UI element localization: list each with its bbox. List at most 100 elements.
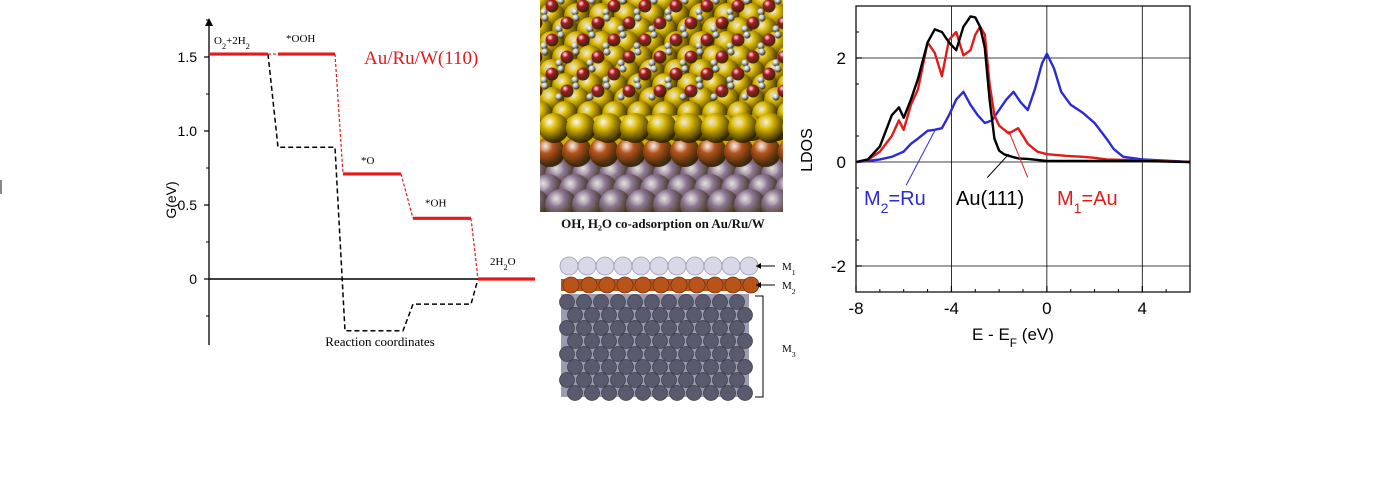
m2-atom bbox=[688, 276, 706, 294]
m3-atom bbox=[635, 307, 651, 323]
h-atom bbox=[664, 8, 672, 16]
h-atom bbox=[602, 42, 610, 50]
h-atom bbox=[602, 8, 610, 16]
m3-atom bbox=[618, 359, 634, 375]
m2-atom bbox=[706, 276, 724, 294]
au-atom bbox=[502, 0, 528, 15]
free-energy-diagram: 1.5 1.0 0.5 0 G(eV) O2+2H2 *OOH *O *OH 2H2O Au/Ru/… bbox=[163, 18, 535, 349]
o-atom bbox=[545, 67, 559, 81]
m3-atom bbox=[610, 320, 626, 336]
au-front-atom bbox=[566, 113, 596, 143]
h-atom bbox=[524, 59, 531, 66]
o-atom bbox=[777, 50, 783, 64]
au-atom bbox=[514, 115, 540, 141]
o-atom bbox=[669, 0, 683, 13]
m3-atom bbox=[661, 320, 677, 336]
h-atom bbox=[555, 93, 563, 101]
au-atom bbox=[514, 59, 540, 85]
m3-atom bbox=[567, 385, 583, 401]
x-axis-label: Reaction coordinates bbox=[325, 334, 434, 349]
h-atom bbox=[774, 65, 782, 73]
w-atom bbox=[788, 189, 820, 221]
m3-atom bbox=[686, 333, 702, 349]
m3-atom bbox=[559, 294, 575, 310]
h-atom bbox=[617, 93, 625, 101]
h-atom bbox=[789, 14, 796, 21]
m3-atom bbox=[576, 372, 592, 388]
y-axis-label: LDOS bbox=[799, 128, 816, 172]
m3-atom bbox=[652, 307, 668, 323]
m3-atom bbox=[661, 346, 677, 362]
h-atom bbox=[743, 31, 751, 39]
h-atom bbox=[586, 93, 594, 101]
o-atom bbox=[607, 33, 621, 47]
m2-atom bbox=[598, 276, 616, 294]
m1-atom bbox=[595, 256, 615, 276]
o-atom bbox=[731, 0, 745, 13]
h-atom bbox=[696, 48, 704, 56]
m1-atom bbox=[667, 256, 687, 276]
ru-leader bbox=[905, 130, 936, 186]
o-atom bbox=[669, 67, 683, 81]
o-atom bbox=[515, 0, 528, 13]
au-atom bbox=[789, 87, 815, 113]
y-axis-arrow bbox=[205, 18, 213, 26]
m3-atom bbox=[661, 294, 677, 310]
y-tick-label: 1.0 bbox=[178, 123, 198, 139]
m1-atom bbox=[703, 256, 723, 276]
o-atom bbox=[560, 50, 574, 64]
h-atom bbox=[586, 59, 594, 67]
au-front-atom bbox=[728, 113, 758, 143]
layer-structure-image: M1 M2 M3 bbox=[559, 256, 796, 401]
o-atom bbox=[515, 68, 528, 81]
w-atom bbox=[505, 174, 537, 206]
m3-atom bbox=[576, 294, 592, 310]
h-atom bbox=[571, 76, 579, 84]
m3-atom bbox=[737, 385, 753, 401]
o-atom bbox=[731, 67, 745, 81]
ru-atom bbox=[697, 137, 727, 167]
ru-atom bbox=[751, 137, 781, 167]
m3-atom bbox=[610, 294, 626, 310]
m3-atom bbox=[559, 346, 575, 362]
m3-atom bbox=[729, 294, 745, 310]
m3-atom bbox=[635, 385, 651, 401]
m3-atom bbox=[720, 333, 736, 349]
layer-label-m1: M1 bbox=[782, 261, 796, 277]
h-atom bbox=[650, 31, 658, 39]
x-tick-label: 4 bbox=[1138, 299, 1147, 318]
state-label: *OH bbox=[425, 197, 446, 209]
m3-atom bbox=[601, 307, 617, 323]
h-atom bbox=[774, 31, 782, 39]
h-atom bbox=[789, 48, 796, 55]
m3-atom bbox=[737, 359, 753, 375]
h-atom bbox=[572, 14, 580, 22]
o-atom bbox=[762, 33, 776, 47]
adsorption-slab-image bbox=[502, 0, 820, 221]
h-atom bbox=[509, 42, 516, 49]
m3-atom bbox=[627, 346, 643, 362]
o-atom bbox=[591, 16, 605, 30]
au-atom bbox=[514, 31, 540, 57]
o-atom bbox=[540, 85, 543, 97]
o-atom bbox=[700, 67, 714, 81]
h-atom bbox=[727, 82, 735, 90]
m3-atom bbox=[669, 307, 685, 323]
h-atom bbox=[526, 0, 533, 5]
m3-atom bbox=[644, 294, 660, 310]
m3-atom bbox=[678, 372, 694, 388]
o-atom bbox=[746, 16, 760, 30]
h-atom bbox=[696, 82, 704, 90]
o-atom bbox=[545, 0, 559, 13]
ru-atom bbox=[643, 137, 673, 167]
h-atom bbox=[555, 25, 563, 33]
m2-atom bbox=[616, 276, 634, 294]
w-atom bbox=[734, 189, 766, 212]
h-atom bbox=[557, 65, 565, 73]
au-atom bbox=[514, 87, 540, 113]
o-atom bbox=[560, 84, 574, 98]
h-atom bbox=[588, 65, 596, 73]
h-atom bbox=[696, 14, 704, 22]
h-atom bbox=[633, 42, 641, 50]
m3-atom bbox=[601, 359, 617, 375]
